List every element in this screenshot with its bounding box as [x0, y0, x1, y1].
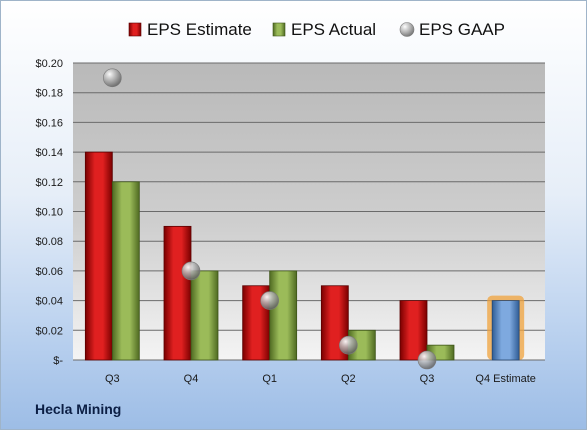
bar-eps-actual — [190, 270, 219, 361]
legend-label: EPS Estimate — [147, 20, 252, 39]
y-tick-label: $0.16 — [35, 117, 63, 129]
company-name: Hecla Mining — [35, 401, 122, 417]
bar-eps-estimate — [84, 151, 113, 361]
y-tick-label: $0.20 — [35, 58, 63, 70]
x-tick-label: Q3 — [105, 373, 120, 385]
bar-eps-forecast — [491, 300, 520, 361]
legend-label: EPS GAAP — [419, 20, 505, 39]
marker-eps-gaap — [339, 335, 358, 355]
marker-eps-gaap — [181, 261, 201, 281]
marker-eps-gaap — [260, 291, 279, 310]
x-tick-label: Q1 — [262, 373, 277, 385]
y-tick-label: $0.10 — [35, 207, 63, 219]
y-tick-label: $0.04 — [35, 296, 63, 308]
legend-label: EPS Actual — [291, 20, 376, 39]
bar-eps-actual — [269, 270, 298, 361]
x-tick-label: Q3 — [420, 373, 435, 385]
y-tick-label: $- — [53, 355, 63, 367]
marker-eps-gaap — [417, 350, 437, 370]
y-tick-label: $0.12 — [35, 177, 63, 189]
marker-eps-gaap — [103, 68, 122, 88]
legend-swatch — [128, 22, 142, 37]
legend-swatch — [272, 22, 286, 37]
y-tick-label: $0.18 — [35, 88, 63, 100]
legend-swatch — [399, 22, 415, 37]
x-tick-label: Q2 — [341, 373, 356, 385]
bar-eps-actual — [111, 181, 140, 361]
x-tick-label: Q4 — [184, 373, 199, 385]
y-tick-label: $0.14 — [35, 147, 63, 159]
bar-eps-estimate — [399, 300, 428, 361]
bar-eps-estimate — [163, 225, 192, 361]
y-tick-label: $0.02 — [35, 325, 63, 337]
x-tick-label: Q4 Estimate — [475, 373, 536, 385]
y-tick-label: $0.06 — [35, 266, 63, 278]
y-tick-label: $0.08 — [35, 236, 63, 248]
